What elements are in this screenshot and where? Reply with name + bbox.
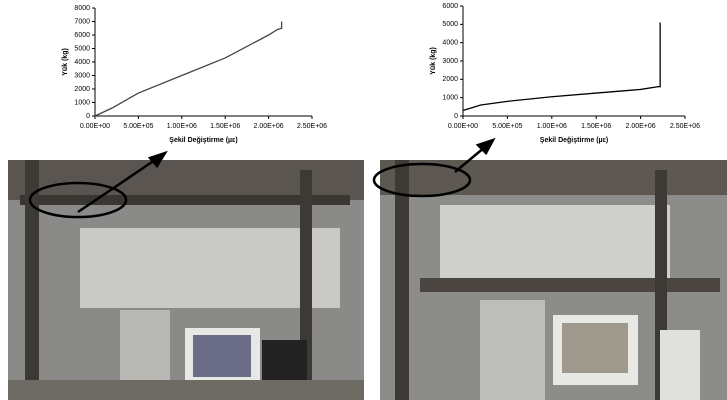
y-tick-label: 6000 <box>74 32 90 39</box>
x-axis-title: Şekil Değiştirme (µε) <box>540 137 608 144</box>
x-tick-label: 1.50E+06 <box>581 123 611 130</box>
y-tick-label: 1000 <box>442 95 458 102</box>
x-tick-label: 2.50E+06 <box>297 123 327 130</box>
line-series <box>94 21 283 117</box>
x-tick-label: 2.50E+06 <box>670 123 700 130</box>
x-tick-label: 0.00E+00 <box>448 123 478 130</box>
line-series <box>462 22 661 112</box>
x-tick-label: 1.50E+06 <box>210 123 240 130</box>
x-tick-label: 5.00E+05 <box>492 123 522 130</box>
y-tick-label: 2000 <box>442 76 458 83</box>
y-tick-label: 5000 <box>74 45 90 52</box>
photo-left <box>8 160 364 400</box>
x-tick-label: 2.00E+06 <box>626 123 656 130</box>
y-tick-label: 7000 <box>74 18 90 25</box>
x-tick-label: 0.00E+00 <box>80 123 110 130</box>
x-tick-label: 5.00E+05 <box>123 123 153 130</box>
annotations <box>28 137 496 219</box>
y-tick-label: 3000 <box>74 72 90 79</box>
y-tick-label: 0 <box>86 113 90 120</box>
x-axis-title: Şekil Değiştirme (µε) <box>169 137 237 144</box>
y-tick-label: 6000 <box>442 3 458 10</box>
photo-right <box>380 160 727 400</box>
y-tick-label: 4000 <box>442 40 458 47</box>
y-tick-label: 8000 <box>74 5 90 12</box>
x-tick-label: 1.00E+06 <box>167 123 197 130</box>
y-tick-label: 4000 <box>74 59 90 66</box>
y-tick-label: 0 <box>454 113 458 120</box>
y-tick-label: 5000 <box>442 21 458 28</box>
y-tick-label: 1000 <box>74 99 90 106</box>
x-tick-label: 1.00E+06 <box>537 123 567 130</box>
x-tick-label: 2.00E+06 <box>254 123 284 130</box>
y-tick-label: 2000 <box>74 86 90 93</box>
y-axis-title: Yük (kg) <box>62 48 69 76</box>
y-tick-label: 3000 <box>442 58 458 65</box>
y-axis-title: Yük (kg) <box>430 47 437 75</box>
